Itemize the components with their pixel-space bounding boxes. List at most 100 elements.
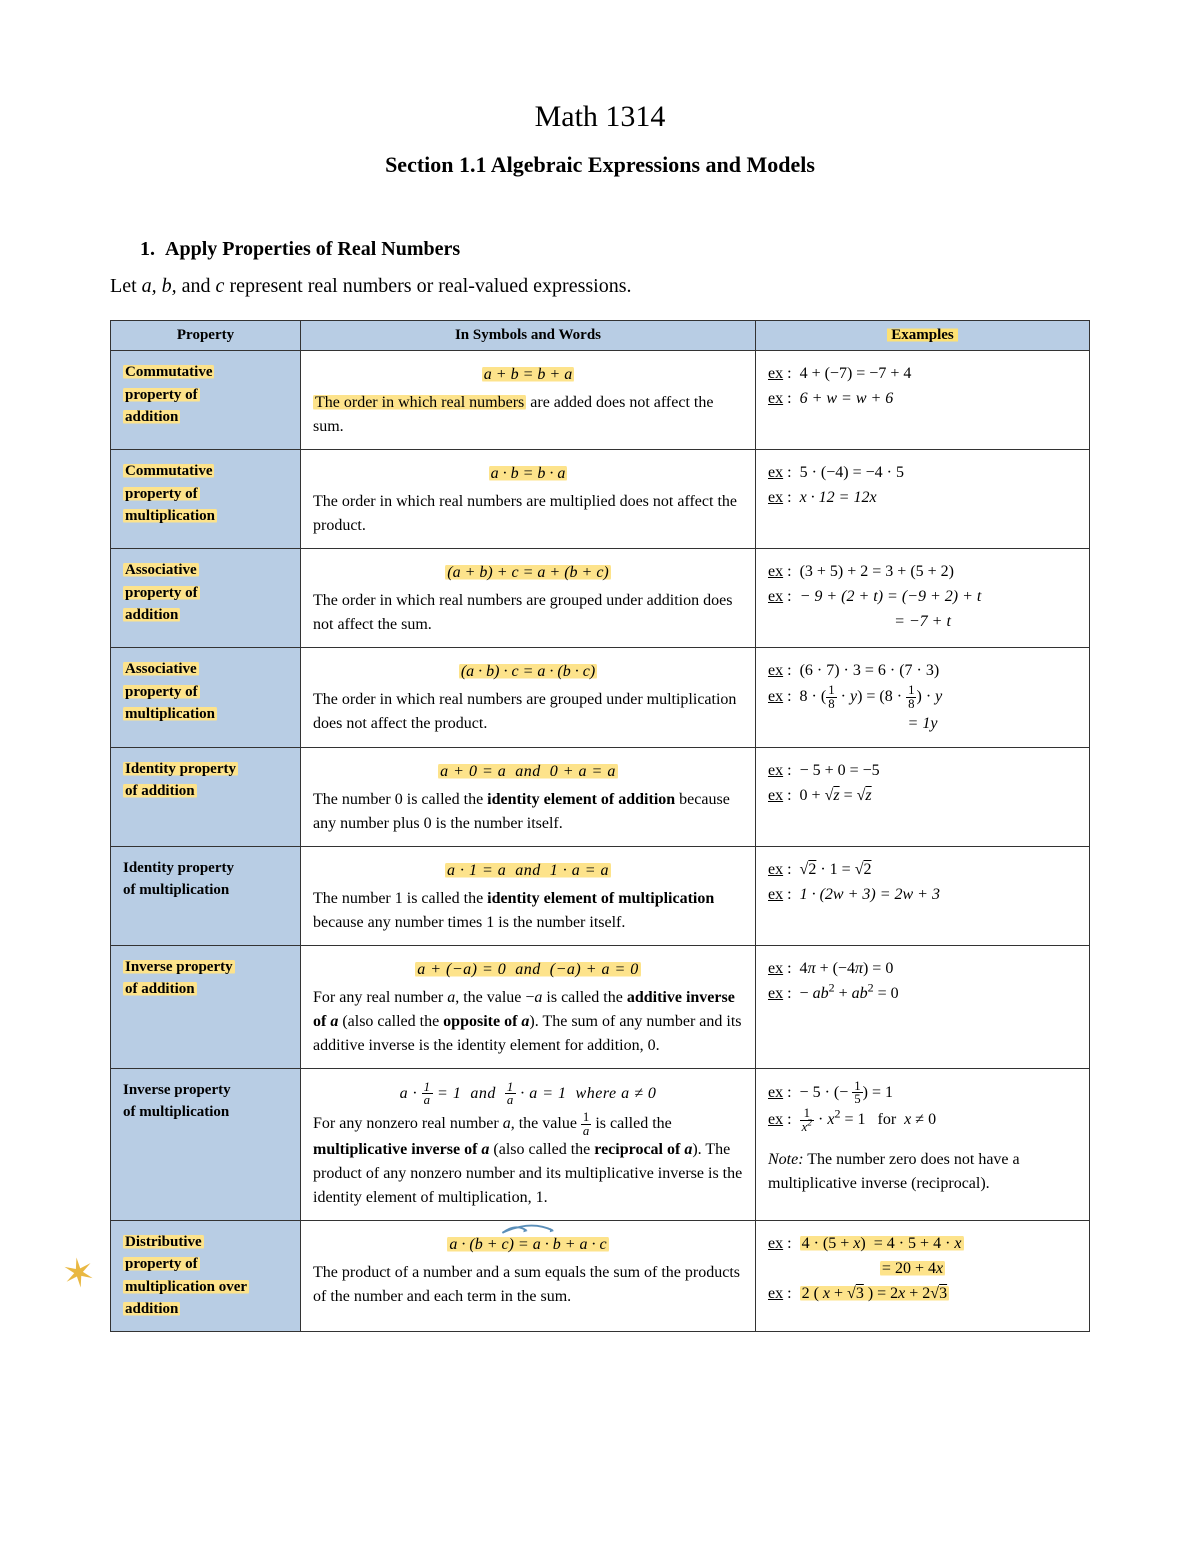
- th-examples-text: Examples: [887, 327, 958, 343]
- ex: (6 · 7) · 3 = 6 · (7 · 3): [800, 662, 940, 679]
- formula: (a · b) · c = a · (b · c): [459, 663, 597, 680]
- table-row: Commutative property of addition a + b =…: [111, 351, 1090, 450]
- prop-line: property of: [123, 1256, 200, 1272]
- desc-hl: The order in which real numbers: [313, 394, 526, 411]
- prop-line: Commutative: [123, 364, 214, 380]
- desc: The order in which real numbers are grou…: [313, 691, 736, 732]
- table-row: Associative property of addition (a + b)…: [111, 549, 1090, 648]
- desc: The order in which real numbers are mult…: [313, 493, 737, 534]
- desc: The number 1 is called the identity elem…: [313, 890, 714, 931]
- examples-cell: ex : (6 · 7) · 3 = 6 · (7 · 3) ex : 8 · …: [756, 648, 1090, 748]
- intro-vars: a, b,: [142, 275, 177, 297]
- formula: (a + b) + c = a + (b + c): [445, 564, 611, 581]
- prop-line: addition: [123, 409, 180, 425]
- note-text: The number zero does not have a multipli…: [768, 1151, 1020, 1192]
- ex: − 5 + 0 = −5: [800, 762, 880, 779]
- section-title: Section 1.1 Algebraic Expressions and Mo…: [110, 152, 1090, 178]
- formula: a · 1 = a and 1 · a = a: [445, 862, 611, 879]
- symbols-cell: a + (−a) = 0 and (−a) + a = 0 For any re…: [301, 945, 756, 1068]
- prop-line: property of: [123, 585, 200, 601]
- symbols-cell: a · 1 = a and 1 · a = a The number 1 is …: [301, 846, 756, 945]
- symbols-cell: a · (b + c) = a · b + a · c The product …: [301, 1220, 756, 1331]
- property-name: Commutative property of addition: [111, 351, 301, 450]
- property-name: Inverse property of addition: [111, 945, 301, 1068]
- table-row: Inverse property of multiplication a · 1…: [111, 1068, 1090, 1220]
- property-name: Identity property of addition: [111, 747, 301, 846]
- arrow-icon: [476, 1222, 579, 1234]
- prop-line: Inverse property: [123, 959, 235, 975]
- properties-table: Property In Symbols and Words Examples C…: [110, 320, 1090, 1332]
- table-row: Distributive property of multiplication …: [111, 1220, 1090, 1331]
- table-row: Identity property of addition a + 0 = a …: [111, 747, 1090, 846]
- formula: a · b = b · a: [489, 465, 568, 482]
- symbols-cell: (a + b) + c = a + (b + c) The order in w…: [301, 549, 756, 648]
- prop-line: property of: [123, 387, 200, 403]
- examples-cell: ex : √2 · 1 = √2 ex : 1 · (2w + 3) = 2w …: [756, 846, 1090, 945]
- table-row: Identity property of multiplication a · …: [111, 846, 1090, 945]
- symbols-cell: a + 0 = a and 0 + a = a The number 0 is …: [301, 747, 756, 846]
- examples-cell: ex : (3 + 5) + 2 = 3 + (5 + 2) ex : − 9 …: [756, 549, 1090, 648]
- symbols-cell: (a · b) · c = a · (b · c) The order in w…: [301, 648, 756, 748]
- page: Math 1314 Section 1.1 Algebraic Expressi…: [0, 0, 1200, 1392]
- ex: = 1y: [908, 715, 938, 732]
- heading-text: Apply Properties of Real Numbers: [165, 238, 460, 260]
- th-examples: Examples: [756, 321, 1090, 351]
- table-row: Inverse property of addition a + (−a) = …: [111, 945, 1090, 1068]
- examples-cell: ex : − 5 + 0 = −5 ex : 0 + √z = √z: [756, 747, 1090, 846]
- property-name: Distributive property of multiplication …: [111, 1220, 301, 1331]
- formula: a + 0 = a and 0 + a = a: [438, 763, 618, 780]
- property-name: Associative property of addition: [111, 549, 301, 648]
- property-name: Commutative property of multiplication: [111, 450, 301, 549]
- note-label: Note:: [768, 1151, 804, 1168]
- examples-cell: ex : − 5 · (− 15) = 1 ex : 1x2 · x2 = 1 …: [756, 1068, 1090, 1220]
- intro-prefix: Let: [110, 275, 142, 297]
- prop-line: multiplication: [123, 706, 217, 722]
- property-name: Inverse property of multiplication: [111, 1068, 301, 1220]
- prop-line: property of: [123, 684, 200, 700]
- desc: The order in which real numbers are grou…: [313, 592, 732, 633]
- th-symbols: In Symbols and Words: [301, 321, 756, 351]
- ex: 1 · (2w + 3) = 2w + 3: [800, 886, 940, 903]
- prop-line: addition: [123, 1301, 180, 1317]
- examples-cell: ex : 5 · (−4) = −4 · 5 ex : x · 12 = 12x: [756, 450, 1090, 549]
- desc: For any real number a, the value −a is c…: [313, 989, 742, 1054]
- star-annotation-icon: ✶: [59, 1248, 99, 1299]
- symbols-cell: a · 1a = 1 and 1a · a = 1 where a ≠ 0 Fo…: [301, 1068, 756, 1220]
- ex: − 9 + (2 + t) = (−9 + 2) + t: [800, 588, 982, 605]
- examples-cell: ex : 4π + (−4π) = 0 ex : − ab2 + ab2 = 0: [756, 945, 1090, 1068]
- prop-line: property of: [123, 486, 200, 502]
- prop-line: of multiplication: [123, 882, 229, 898]
- ex: = −7 + t: [894, 613, 951, 630]
- ex: 6 + w = w + 6: [800, 390, 894, 407]
- prop-line: of addition: [123, 783, 197, 799]
- heading-number: 1.: [140, 238, 155, 260]
- desc: The number 0 is called the identity elem…: [313, 791, 730, 832]
- formula: a · (b + c) = a · b + a · c: [447, 1236, 608, 1253]
- formula: a + (−a) = 0 and (−a) + a = 0: [415, 961, 641, 978]
- symbols-cell: a · b = b · a The order in which real nu…: [301, 450, 756, 549]
- ex: 5 · (−4) = −4 · 5: [800, 464, 904, 481]
- th-property: Property: [111, 321, 301, 351]
- ex: 4 + (−7) = −7 + 4: [800, 365, 912, 382]
- desc: For any nonzero real number a, the value…: [313, 1115, 742, 1206]
- prop-line: multiplication over: [123, 1279, 249, 1295]
- intro-text: Let a, b, and c represent real numbers o…: [110, 275, 1090, 298]
- section-heading: 1. Apply Properties of Real Numbers: [140, 238, 1090, 261]
- examples-cell: ex : 4 + (−7) = −7 + 4 ex : 6 + w = w + …: [756, 351, 1090, 450]
- intro-and: and: [177, 275, 216, 297]
- examples-cell: ex : 4 · (5 + x) = 4 · 5 + 4 · x = 20 + …: [756, 1220, 1090, 1331]
- prop-line: Associative: [123, 562, 199, 578]
- property-name: Identity property of multiplication: [111, 846, 301, 945]
- intro-suffix: represent real numbers or real-valued ex…: [224, 275, 631, 297]
- formula: a + b = b + a: [482, 366, 574, 383]
- prop-line: Identity property: [123, 860, 234, 876]
- ex: x · 12 = 12x: [800, 489, 877, 506]
- formula: a · 1a = 1 and 1a · a = 1 where a ≠ 0: [313, 1081, 743, 1108]
- prop-line: Commutative: [123, 463, 214, 479]
- prop-line: multiplication: [123, 508, 217, 524]
- prop-line: of addition: [123, 981, 197, 997]
- desc: The product of a number and a sum equals…: [313, 1264, 740, 1305]
- prop-line: Identity property: [123, 761, 238, 777]
- property-name: Associative property of multiplication: [111, 648, 301, 748]
- table-header-row: Property In Symbols and Words Examples: [111, 321, 1090, 351]
